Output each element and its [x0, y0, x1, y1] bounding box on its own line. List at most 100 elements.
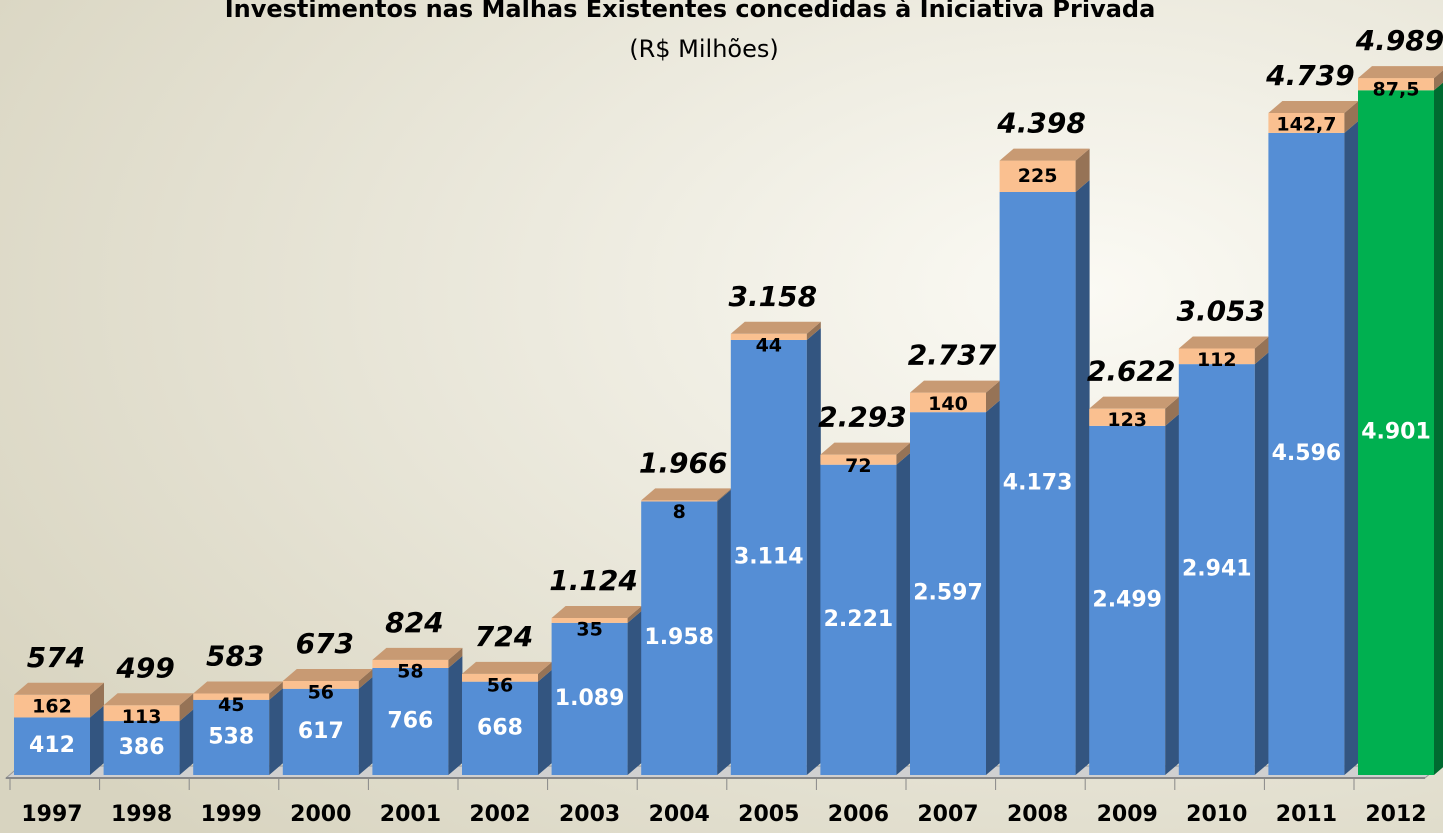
value-label: 72	[845, 455, 871, 477]
bar-top	[551, 605, 642, 618]
x-tick-label: 2009	[1097, 802, 1158, 827]
bar-top	[193, 681, 284, 694]
bar-segment	[551, 617, 628, 623]
bar-top	[1268, 100, 1359, 113]
total-label: 574	[27, 641, 85, 674]
bar-side	[358, 676, 373, 775]
chart-title: Investimentos nas Malhas Existentes conc…	[225, 0, 1156, 23]
value-label: 386	[119, 735, 165, 760]
bar-segment	[730, 333, 807, 340]
bar-segment	[1358, 78, 1434, 91]
value-label: 140	[928, 393, 968, 415]
x-tick-label: 2003	[559, 802, 620, 827]
total-label: 1.124	[549, 564, 638, 597]
bar-segment	[641, 500, 718, 502]
value-label: 412	[29, 733, 75, 758]
bar-top	[730, 321, 821, 334]
bar-segment	[372, 659, 449, 668]
bar-top	[641, 488, 732, 501]
x-tick-label: 2004	[649, 802, 710, 827]
value-label: 2.221	[824, 607, 894, 632]
bar-segment	[103, 721, 180, 775]
value-label: 56	[308, 681, 334, 703]
bar-segment	[1268, 132, 1345, 776]
bar-top	[103, 693, 194, 706]
value-label: 538	[208, 724, 254, 749]
bar-segment	[910, 412, 986, 775]
x-tick-label: 2011	[1276, 802, 1337, 827]
bar-side	[1254, 336, 1269, 365]
bar-top	[1358, 66, 1443, 79]
x-tick-label: 2007	[917, 802, 978, 827]
bar-side	[90, 705, 104, 775]
bar-side	[896, 442, 911, 465]
value-label: 2.597	[913, 581, 983, 606]
x-tick-label: 1998	[111, 802, 172, 827]
bar-side	[1344, 100, 1359, 133]
bar-segment	[282, 688, 359, 775]
value-label: 142,7	[1276, 113, 1336, 135]
x-tick-label: 2008	[1007, 802, 1068, 827]
chart-subtitle: (R$ Milhões)	[629, 35, 779, 63]
bar-side	[1344, 120, 1359, 776]
total-label: 499	[115, 651, 174, 684]
bar-side	[806, 327, 821, 775]
bar-segment	[1178, 348, 1255, 365]
bar-side	[269, 681, 284, 700]
value-label: 1.958	[644, 625, 714, 650]
total-label: 2.737	[908, 339, 997, 372]
value-label: 1.089	[555, 686, 625, 711]
bar-segment	[462, 681, 538, 775]
value-label: 56	[487, 674, 513, 696]
bar-side	[538, 661, 552, 682]
bar-segment	[282, 680, 359, 689]
bar-segment	[910, 392, 986, 413]
x-tick-label: 2012	[1365, 802, 1426, 827]
value-label: 35	[576, 618, 602, 640]
bar-segment	[193, 699, 270, 775]
value-label: 112	[1197, 349, 1237, 371]
bar-segment	[641, 501, 718, 775]
x-tick-label: 2000	[290, 802, 351, 827]
bar-side	[806, 321, 821, 340]
total-label: 673	[296, 627, 354, 660]
total-label: 2.622	[1087, 355, 1176, 388]
bar-side	[1075, 148, 1090, 193]
value-label: 87,5	[1373, 79, 1420, 101]
bar-segment	[999, 192, 1076, 775]
bar-segment	[1089, 425, 1166, 775]
bar-side	[448, 647, 463, 668]
x-tick-label: 1999	[201, 802, 262, 827]
value-label: 668	[477, 715, 523, 740]
value-label: 225	[1018, 165, 1058, 187]
value-label: 45	[218, 694, 244, 716]
x-tick-label: 1997	[21, 802, 82, 827]
total-label: 583	[206, 640, 264, 673]
value-label: 4.901	[1361, 420, 1431, 445]
total-label: 4.989	[1355, 24, 1443, 57]
bar-segment	[1358, 90, 1434, 775]
bar-top	[462, 661, 552, 674]
total-label: 724	[475, 620, 533, 653]
bar-top	[282, 668, 373, 681]
bar-segment	[1178, 364, 1255, 775]
bar-side	[1254, 352, 1269, 775]
value-label: 162	[32, 695, 72, 717]
bar-side	[269, 687, 284, 775]
value-label: 2.941	[1182, 557, 1252, 582]
value-label: 617	[298, 719, 344, 744]
bar-side	[358, 668, 373, 689]
bar-side	[1434, 70, 1443, 91]
x-tick-label: 2006	[828, 802, 889, 827]
x-tick-label: 2002	[469, 802, 530, 827]
total-label: 4.739	[1265, 59, 1355, 92]
bar-top	[372, 647, 463, 660]
total-label: 824	[385, 606, 443, 639]
bar-side	[627, 610, 642, 775]
bar-side	[896, 452, 911, 775]
value-label: 3.114	[734, 544, 804, 569]
bar-side	[1434, 82, 1443, 775]
total-label: 4.398	[996, 107, 1086, 140]
bar-segment	[730, 339, 807, 775]
